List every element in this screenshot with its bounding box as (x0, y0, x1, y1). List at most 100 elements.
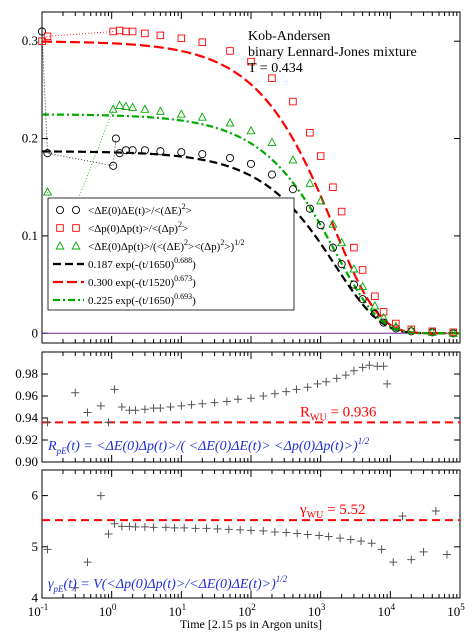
text-span: 1/2 (358, 436, 370, 446)
y-tick-label: 0.90 (15, 454, 38, 469)
data-point-plus (349, 366, 358, 375)
data-point-plus (322, 377, 331, 386)
data-point-plus (303, 530, 312, 539)
data-point-plus (293, 529, 302, 538)
data-point-triangle (406, 325, 416, 334)
data-point-plus (222, 397, 231, 406)
data-point-plus (83, 408, 92, 417)
data-point-triangle (349, 264, 359, 273)
text-span: 10 (378, 604, 391, 619)
data-point-plus (419, 547, 428, 556)
data-point-circle (71, 205, 81, 215)
text-span: (t) = V(<Δp(0)Δp(t)>/<ΔE(0)ΔE(t)>) (64, 577, 277, 592)
data-point-circle (198, 150, 207, 159)
data-point-plus (140, 405, 149, 414)
data-point-plus (202, 524, 211, 533)
data-point-square (337, 207, 346, 216)
data-point-plus (377, 545, 386, 554)
y-tick-label: 0.3 (22, 33, 38, 48)
x-tick-label: 104 (378, 602, 396, 619)
data-point-plus (398, 512, 407, 521)
fit-curve (41, 113, 460, 335)
data-point-plus (149, 523, 158, 532)
text-span: 0.688 (174, 256, 192, 265)
data-point-square (72, 224, 80, 232)
text-span: 0 (112, 602, 117, 612)
data-point-circle (156, 147, 165, 156)
data-point-triangle (155, 106, 165, 115)
data-point-plus (187, 400, 196, 409)
text-span: 4 (391, 602, 396, 612)
data-point-plus (282, 387, 291, 396)
data-point-circle (337, 260, 346, 269)
text-span: 1 (182, 602, 187, 612)
short-time-trace (41, 31, 117, 167)
legend: <ΔE(0)ΔE(t)>/<(ΔE)2><Δp(0)Δp(t)>/<(Δp)2>… (47, 197, 295, 311)
text-span: pE (56, 446, 68, 456)
data-point-plus (43, 545, 52, 554)
text-span: γ (299, 502, 307, 518)
data-point-circle (177, 148, 186, 157)
data-point-plus (131, 522, 140, 531)
text-span: 2 (251, 602, 256, 612)
legend-label: <Δp(0)Δp(t)>/<(Δp)2> (88, 220, 188, 235)
data-point-plus (83, 558, 92, 567)
y-tick-label: 0 (32, 325, 39, 340)
data-point-plus (324, 532, 333, 541)
x-tick-label: 105 (447, 602, 465, 619)
text-span: R (300, 404, 310, 420)
data-point-plus (224, 525, 233, 534)
data-point-plus (43, 418, 52, 427)
data-point-circle (121, 146, 130, 155)
y-tick-label: 4 (32, 590, 39, 605)
data-point-plus (383, 379, 392, 388)
data-point-circle (370, 309, 379, 318)
text-span: 0.673 (174, 274, 192, 283)
data-point-triangle (267, 137, 277, 146)
data-point-square (306, 128, 314, 137)
data-point-plus (191, 524, 200, 533)
data-point-circle (316, 221, 325, 230)
data-point-triangle (140, 104, 150, 113)
x-axis-label: Time [2.15 ps in Argon units] (180, 617, 322, 631)
data-point-plus (156, 404, 165, 413)
y-tick-label: 0.2 (22, 131, 38, 146)
text-span: 3 (321, 602, 326, 612)
text-span: = 5.52 (323, 502, 365, 518)
data-point-plus (292, 385, 301, 394)
data-point-plus (379, 362, 388, 371)
data-point-plus (170, 523, 179, 532)
data-point-plus (161, 523, 170, 532)
data-point-plus (367, 539, 376, 548)
fit-curve (41, 40, 460, 335)
text-span: pE (53, 584, 65, 594)
data-point-plus (357, 537, 366, 546)
text-span: ) (192, 259, 196, 271)
data-point-circle (37, 27, 47, 36)
text-span: 0.693 (174, 292, 192, 301)
data-point-square (226, 47, 234, 55)
data-point-triangle (246, 125, 256, 135)
text-span: WU (310, 412, 327, 423)
data-point-square (358, 266, 367, 274)
text-span: <Δp(0)Δp(t)>/<(Δp) (88, 223, 178, 235)
data-point-plus (117, 522, 126, 531)
data-point-triangle (225, 118, 235, 127)
text-span: <ΔE(0)ΔE(t)>/<(ΔE) (88, 205, 182, 217)
data-point-circle (305, 204, 314, 213)
x-tick-label: 100 (99, 602, 117, 619)
text-span: ) (192, 277, 196, 289)
data-point-plus (104, 530, 113, 538)
text-span: 2 (220, 238, 224, 247)
data-point-plus (270, 389, 279, 398)
data-point-triangle (379, 312, 389, 322)
y-tick-label: 5 (32, 539, 39, 554)
data-point-square (268, 74, 276, 82)
data-point-triangle (448, 328, 458, 337)
data-point-circle (55, 205, 65, 215)
y-tick-label: 0.96 (15, 388, 38, 403)
data-point-circle (128, 146, 137, 155)
data-point-plus (407, 555, 416, 564)
